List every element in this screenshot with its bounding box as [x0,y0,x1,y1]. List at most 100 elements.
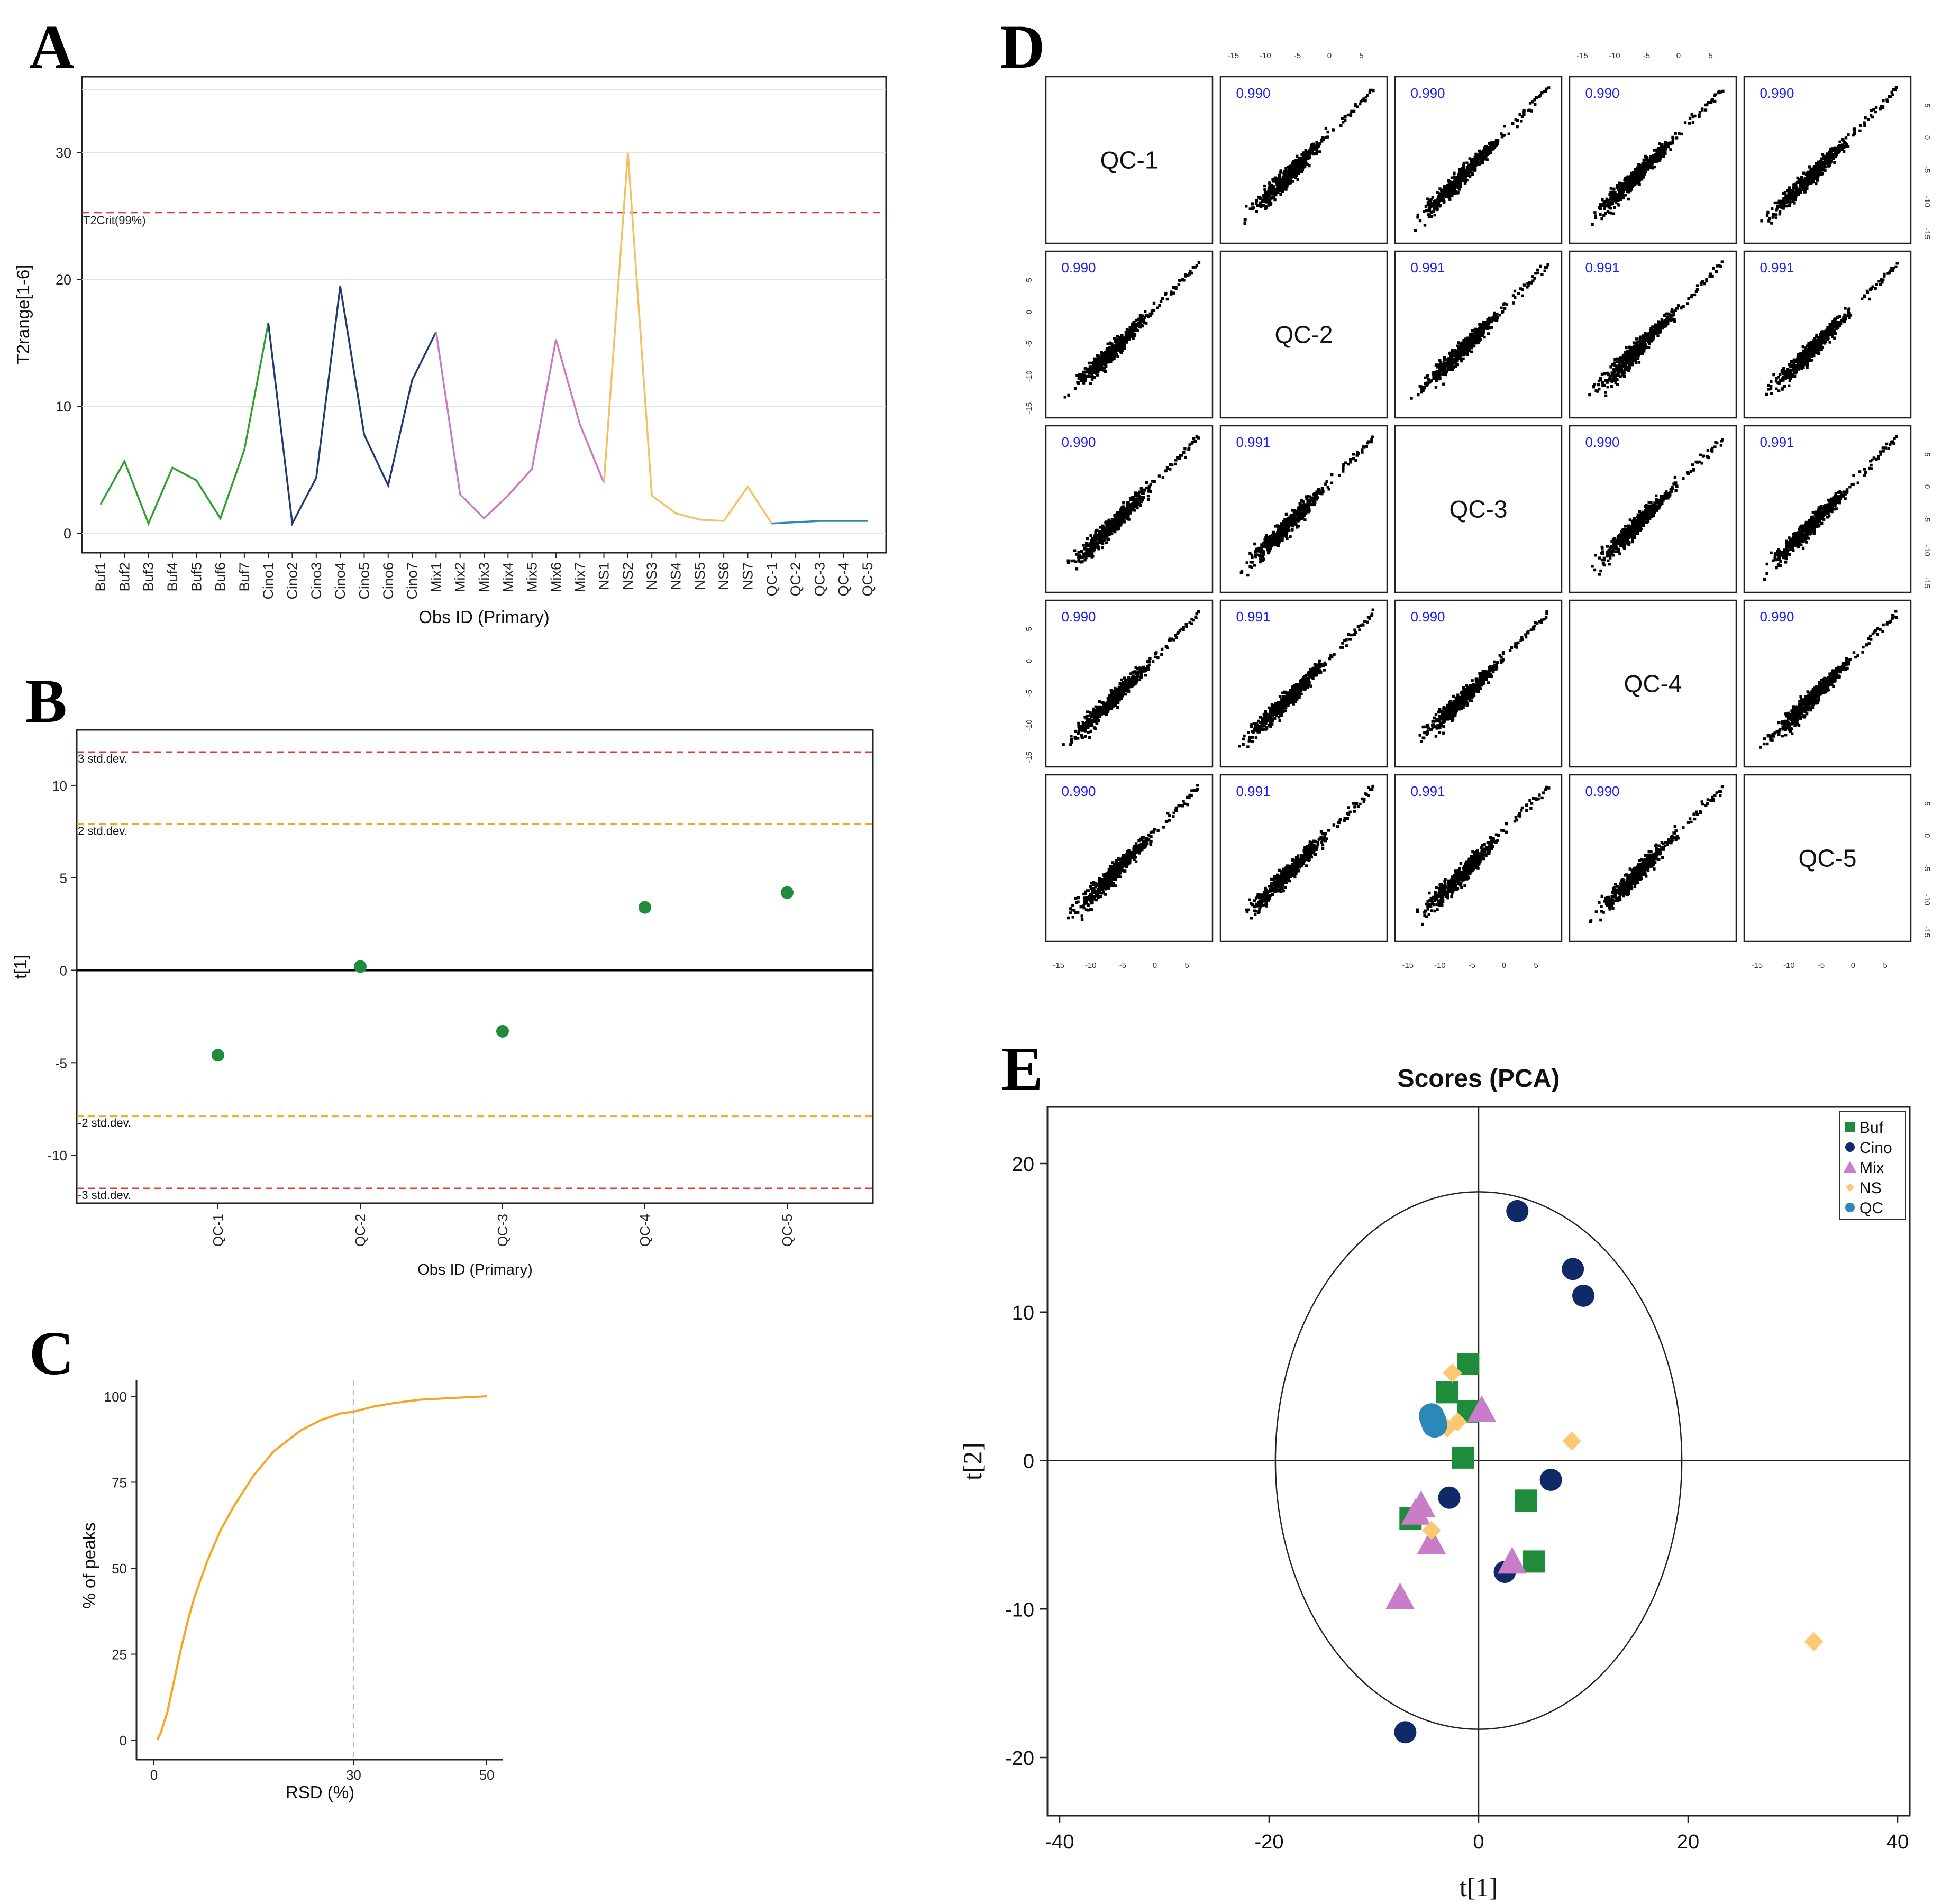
d-correlation-label: 0.991 [1759,434,1794,450]
d-scatter-points [1760,86,1898,225]
d-cell-3-5: 0.991 [1743,425,1912,593]
a-series-line-buf [99,323,269,526]
d-scatter-points [1763,435,1898,581]
d-cell-5-1: 0.990 [1045,774,1214,942]
d-sample-label: QC-5 [1799,845,1857,872]
a-xtick-label: NS4 [668,562,684,590]
b-ytick-label: 10 [52,778,67,794]
b-ytick-label: 0 [60,963,67,978]
d-cell-1-1: QC-1 [1045,76,1214,244]
d-sample-label: QC-1 [1100,147,1159,174]
e-xtick-label: 40 [1886,1831,1909,1853]
d-left-tick: 5 [1025,278,1034,282]
e-point-cino [1539,1468,1562,1491]
d-scatter-points [1591,438,1724,576]
e-point-qc [1420,1407,1446,1433]
e-legend-marker-ns [1846,1183,1854,1192]
d-cell-5-5: QC-5 [1743,774,1912,942]
a-xtick-label: NS1 [596,562,612,590]
d-correlation-label: 0.990 [1759,609,1794,625]
d-top-tick: 5 [1708,51,1712,60]
d-sample-label: QC-2 [1275,321,1333,349]
a-xtick-label: QC-5 [860,562,876,597]
d-cell-2-4: 0.991 [1569,250,1737,419]
a-series-line-mix [435,332,605,520]
e-point-buf [1436,1381,1458,1404]
e-legend: Buf Cino Mix NS QC [1839,1111,1906,1220]
e-y-axis-label: t[2] [958,1442,987,1480]
c-ytick-label: 0 [120,1733,127,1749]
d-cell-3-2: 0.991 [1219,425,1388,593]
d-correlation-label: 0.991 [1585,260,1619,276]
d-bottom-tick: -10 [1434,961,1446,970]
d-correlation-label: 0.990 [1585,783,1619,799]
d-right-tick: 5 [1922,452,1931,456]
d-scatter-points [1063,261,1201,399]
e-legend-marker-buf [1845,1122,1855,1132]
d-right-tick: 5 [1922,801,1931,805]
d-bottom-tick: -5 [1119,961,1126,970]
d-correlation-label: 0.990 [1061,783,1096,799]
d-bottom-tick: -15 [1402,961,1414,970]
a-series-line-qc [771,520,868,525]
e-chart-title: Scores (PCA) [1398,1065,1560,1093]
d-right-tick: -10 [1922,894,1931,905]
b-data-point [496,1024,509,1038]
d-cell-frame [1743,774,1912,942]
b-data-point [212,1049,224,1062]
d-bottom-tick: -15 [1053,961,1064,970]
a-xtick-label: Cino6 [380,562,396,600]
d-correlation-label: 0.990 [1061,609,1096,625]
d-sample-label: QC-3 [1449,496,1508,523]
d-right-tick: -15 [1922,577,1931,589]
a-xtick-label: Buf3 [141,562,157,592]
d-right-tick: -15 [1922,926,1931,938]
b-data-point [781,886,794,899]
a-ytick-label: 0 [63,526,71,542]
e-xtick-label: 20 [1677,1831,1699,1853]
d-scatter-points [1238,608,1374,748]
d-cell-3-1: 0.990 [1045,425,1214,593]
d-top-tick: -5 [1294,51,1301,60]
c-ytick-label: 50 [112,1561,127,1577]
e-ytick-label: 0 [1023,1451,1034,1473]
b-x-axis-label: Obs ID (Primary) [417,1261,533,1278]
d-cell-4-5: 0.990 [1743,599,1912,768]
a-series-line-cino [267,286,437,527]
e-legend-label-cino: Cino [1859,1139,1892,1157]
a-xtick-label: Mix6 [548,562,564,592]
e-point-mix [1497,1546,1527,1574]
d-right-tick: -10 [1922,196,1931,207]
e-legend-label-qc: QC [1859,1200,1883,1217]
panel-b-label: B [25,666,67,736]
a-xtick-label: NS7 [740,562,755,590]
b-ytick-label: -10 [47,1148,67,1164]
e-point-cino [1572,1284,1594,1307]
d-correlation-label: 0.990 [1585,434,1619,450]
d-left-tick: 5 [1025,627,1034,631]
panel-e-label: E [1001,1034,1043,1103]
d-scatter-points [1765,262,1899,396]
b-ref-label: 3 std.dev. [78,752,127,765]
d-scatter-points [1416,785,1551,926]
e-legend-marker-mix [1844,1161,1856,1173]
e-point-buf [1452,1446,1474,1469]
d-correlation-label: 0.990 [1410,609,1445,625]
a-xtick-label: Buf5 [188,562,204,592]
d-left-tick: -5 [1025,690,1034,697]
d-cell-3-4: 0.990 [1569,425,1737,593]
d-correlation-label: 0.990 [1410,85,1445,101]
d-top-tick: -10 [1260,51,1271,60]
b-xtick-label: QC-2 [352,1214,368,1247]
a-xtick-label: Cino7 [404,562,420,600]
a-xtick-label: QC-2 [788,562,804,597]
e-point-mix [1401,1498,1430,1525]
a-series-line-ns [603,152,773,524]
d-bottom-tick: 5 [1534,961,1538,970]
d-scatter-points [1066,435,1200,571]
d-bottom-tick: -10 [1085,961,1097,970]
c-x-axis-label: RSD (%) [286,1782,354,1802]
d-correlation-label: 0.990 [1061,260,1096,276]
e-point-cino [1506,1200,1529,1222]
